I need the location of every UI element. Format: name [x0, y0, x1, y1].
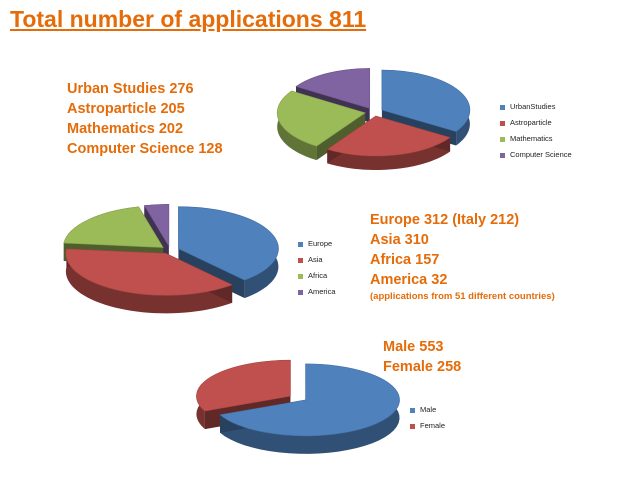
legend-label: Mathematics [510, 134, 553, 143]
region-stat-africa: Africa 157 [370, 252, 440, 268]
pie-slice-top [143, 203, 170, 248]
legend-item-female: Female [410, 418, 445, 434]
legend-label: Male [420, 405, 437, 414]
field-stat-astro: Astroparticle 205 [67, 101, 185, 117]
legend-label: Computer Science [510, 150, 572, 159]
legend-swatch [500, 104, 505, 110]
pie-chart-field [276, 68, 471, 170]
field-stat-math: Mathematics 202 [67, 121, 184, 137]
pie-slice-side [65, 248, 233, 314]
legend-swatch [500, 136, 505, 142]
gender-stats: Male 553 Female 258 [383, 337, 461, 377]
legend-item-urbanstudies: UrbanStudies [500, 99, 572, 115]
legend-item-asia: Asia [298, 252, 336, 268]
gender-stat-male: Male 553 [383, 339, 444, 355]
legend-region: Europe Asia Africa America [298, 236, 336, 300]
pie-slice-top [295, 68, 371, 109]
legend-label: Asia [308, 255, 323, 264]
legend-item-america: America [298, 284, 336, 300]
legend-swatch [500, 152, 505, 158]
pie-chart-region [63, 203, 279, 314]
field-stat-urban: Urban Studies 276 [67, 81, 194, 97]
pie-slice-side [327, 137, 451, 170]
legend-swatch [298, 289, 303, 295]
legend-label: Europe [308, 239, 333, 248]
legend-swatch [410, 407, 415, 413]
legend-field: UrbanStudies Astroparticle Mathematics Comp… [500, 99, 572, 163]
pie-slice-top [63, 206, 164, 248]
legend-item-mathematics: Mathematics [500, 131, 572, 147]
pie-slice-top [326, 115, 451, 157]
legend-label: Female [420, 421, 446, 430]
legend-item-male: Male [410, 402, 445, 418]
legend-label: Astroparticle [510, 118, 552, 127]
legend-label: America [308, 287, 336, 296]
region-stat-europe: Europe 312 (Italy 212) [370, 212, 520, 228]
legend-swatch [410, 423, 415, 429]
pie-slice-top [178, 206, 279, 281]
pie-slice-top [196, 359, 291, 412]
legend-item-computer-science: Computer Science [500, 147, 572, 163]
pie-slice-astroparticle [326, 115, 451, 170]
legend-label: Africa [308, 271, 328, 280]
legend-item-europe: Europe [298, 236, 336, 252]
pie-slice-top [381, 69, 471, 132]
legend-swatch [298, 257, 303, 263]
legend-label: UrbanStudies [510, 102, 556, 111]
pie-slice-asia [65, 248, 233, 314]
field-stat-cs: Computer Science 128 [67, 141, 223, 157]
legend-gender: Male Female [410, 402, 445, 434]
region-note: (applications from 51 different countrie… [370, 291, 555, 302]
gender-stat-female: Female 258 [383, 359, 462, 375]
region-stat-america: America 32 [370, 272, 448, 288]
legend-swatch [500, 120, 505, 126]
pie-slice-top [276, 90, 366, 147]
pie-slice-top [219, 363, 400, 437]
legend-item-astroparticle: Astroparticle [500, 115, 572, 131]
pie-slice-male [219, 363, 400, 454]
legend-swatch [298, 241, 303, 247]
field-stats: Urban Studies 276 Astroparticle 205 Math… [67, 79, 223, 159]
legend-item-africa: Africa [298, 268, 336, 284]
region-stats: Europe 312 (Italy 212) Asia 310 Africa 1… [370, 210, 555, 304]
region-stat-asia: Asia 310 [370, 232, 429, 248]
pie-slice-top [65, 248, 233, 296]
pie-chart-gender [196, 359, 400, 454]
legend-swatch [298, 273, 303, 279]
page-title: Total number of applications 811 [10, 6, 367, 32]
